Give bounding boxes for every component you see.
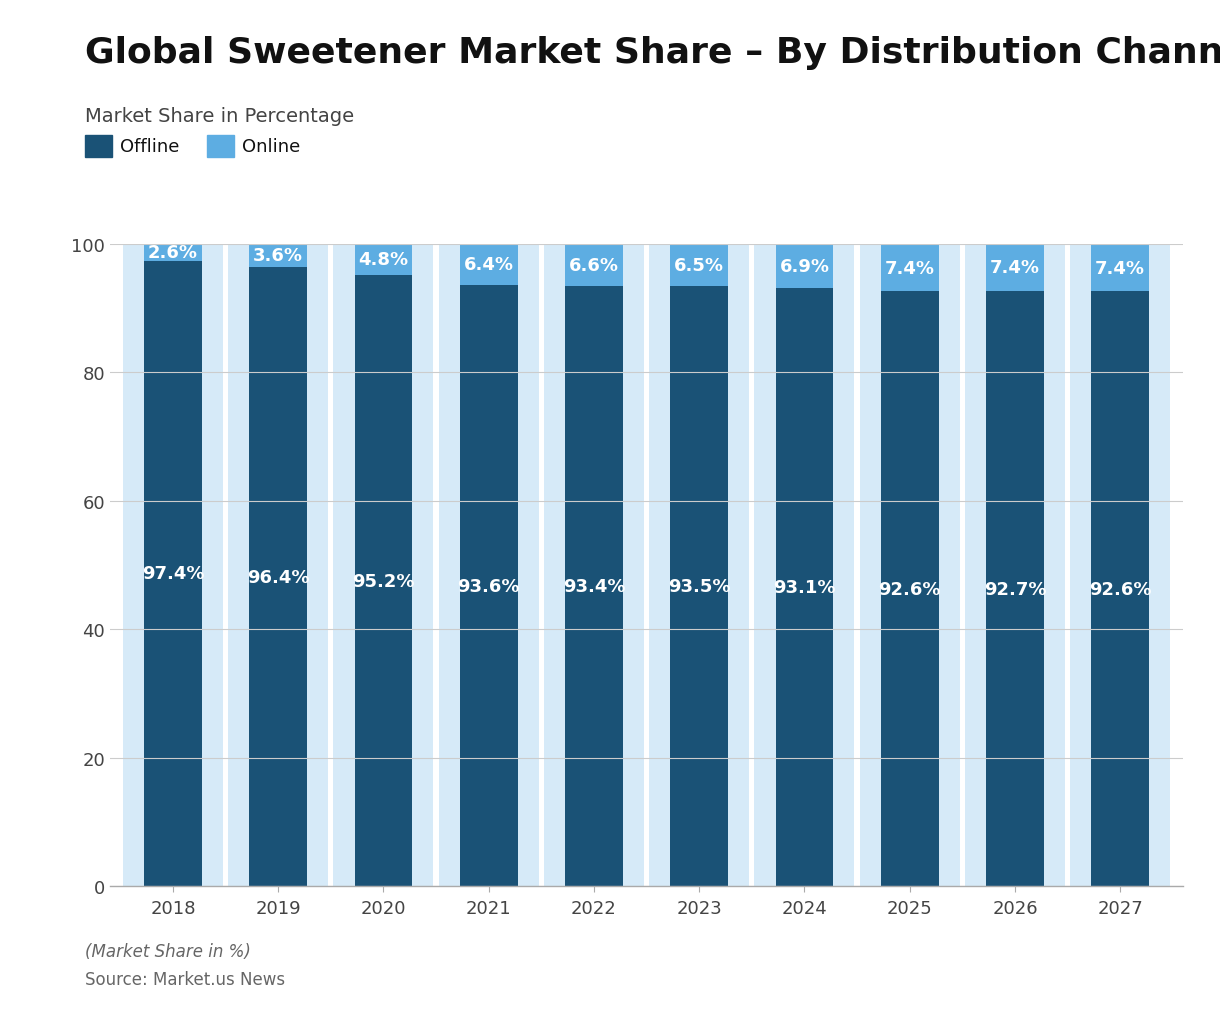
Bar	[881, 245, 938, 292]
Bar	[123, 245, 223, 887]
Text: 7.4%: 7.4%	[989, 259, 1039, 277]
Bar	[1092, 292, 1149, 887]
Bar	[333, 245, 433, 887]
Bar	[776, 288, 833, 887]
Text: Market Share in Percentage: Market Share in Percentage	[85, 107, 355, 126]
Bar	[249, 268, 307, 887]
Bar	[860, 245, 960, 887]
Text: (Market Share in %): (Market Share in %)	[85, 943, 251, 961]
Text: Offline: Offline	[120, 138, 179, 156]
Text: Online: Online	[242, 138, 300, 156]
Bar	[1070, 245, 1170, 887]
Text: 92.6%: 92.6%	[1089, 580, 1152, 598]
Text: 4.8%: 4.8%	[359, 251, 409, 269]
Text: Source: Market.us News: Source: Market.us News	[85, 970, 285, 988]
Bar	[544, 245, 644, 887]
Bar	[670, 286, 728, 887]
Bar	[439, 245, 539, 887]
Text: 92.7%: 92.7%	[983, 580, 1047, 598]
Bar	[965, 245, 1065, 887]
Bar	[355, 245, 412, 275]
Bar	[776, 245, 833, 288]
Bar	[881, 292, 938, 887]
Bar	[986, 291, 1044, 887]
Bar	[144, 261, 201, 887]
Text: 6.9%: 6.9%	[780, 258, 830, 276]
Bar	[565, 245, 623, 287]
Bar	[460, 245, 517, 285]
Text: 93.1%: 93.1%	[773, 579, 836, 597]
Bar	[144, 245, 201, 261]
Text: 6.6%: 6.6%	[569, 257, 619, 275]
Text: 93.6%: 93.6%	[458, 577, 520, 595]
Text: Global Sweetener Market Share – By Distribution Channel: Global Sweetener Market Share – By Distr…	[85, 36, 1220, 69]
Text: 7.4%: 7.4%	[884, 259, 935, 277]
Bar	[565, 287, 623, 887]
Bar	[355, 275, 412, 887]
Bar	[1092, 245, 1149, 292]
Bar	[460, 285, 517, 887]
Text: 6.4%: 6.4%	[464, 256, 514, 274]
Bar	[249, 245, 307, 268]
Bar	[649, 245, 749, 887]
Text: 96.4%: 96.4%	[246, 569, 310, 586]
Text: 93.5%: 93.5%	[669, 578, 731, 595]
Text: 97.4%: 97.4%	[142, 565, 204, 583]
Text: 6.5%: 6.5%	[675, 257, 725, 274]
Bar	[754, 245, 854, 887]
Text: 92.6%: 92.6%	[878, 580, 941, 598]
Bar	[670, 245, 728, 286]
Bar	[986, 244, 1044, 291]
Text: 93.4%: 93.4%	[562, 578, 625, 596]
Text: 3.6%: 3.6%	[254, 248, 304, 265]
Bar	[228, 245, 328, 887]
Text: 7.4%: 7.4%	[1096, 259, 1146, 277]
Text: 2.6%: 2.6%	[148, 244, 198, 262]
Text: 95.2%: 95.2%	[353, 572, 415, 590]
